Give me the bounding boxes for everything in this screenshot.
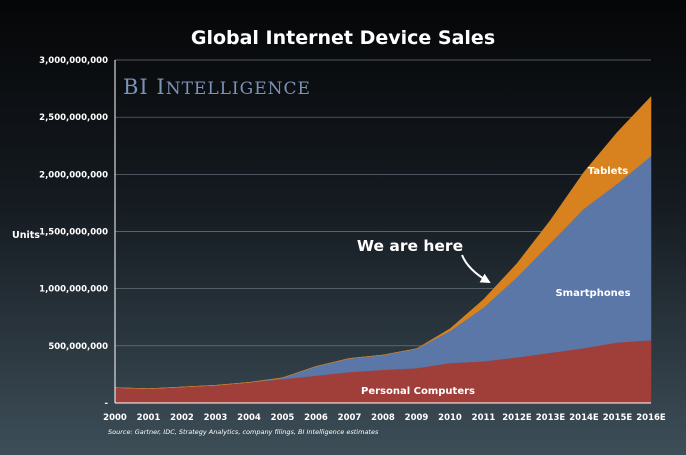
series-label-personal-computers: Personal Computers — [361, 386, 475, 397]
x-tick-label: 2012E — [502, 413, 532, 423]
x-tick-label: 2002 — [170, 413, 194, 423]
axes: - 500,000,000 1,000,000,000 1,500,000,000 2,… — [39, 56, 666, 423]
area-tablets — [114, 95, 652, 389]
brand-logo: BI INTELLIGENCE — [123, 75, 311, 99]
y-axis-label: Units — [12, 230, 40, 241]
x-tick-label: 2001 — [137, 413, 161, 423]
x-tick-label: 2006 — [304, 413, 328, 423]
x-tick-label: 2010 — [438, 413, 462, 423]
x-tick-label: 2000 — [103, 413, 127, 423]
y-tick-label: 2,500,000,000 — [39, 113, 108, 123]
x-tick-label: 2007 — [338, 413, 362, 423]
x-tick-label: 2005 — [271, 413, 295, 423]
y-tick-label: - — [104, 399, 108, 409]
x-tick-label: 2004 — [237, 413, 261, 423]
y-tick-label: 1,000,000,000 — [39, 285, 108, 295]
x-tick-label: 2009 — [405, 413, 429, 423]
x-tick-label: 2003 — [204, 413, 228, 423]
annotation-text: We are here — [357, 237, 463, 255]
y-tick-label: 500,000,000 — [48, 342, 108, 352]
series-label-tablets: Tablets — [588, 166, 628, 177]
series-label-smartphones: Smartphones — [555, 288, 630, 299]
x-tick-label: 2013E — [536, 413, 566, 423]
x-tick-label: 2015E — [603, 413, 633, 423]
chart-title: Global Internet Device Sales — [191, 27, 495, 49]
source-note: Source: Gartner, IDC, Strategy Analytics… — [108, 428, 379, 436]
areas — [114, 95, 652, 404]
annotation-arrow — [461, 254, 491, 283]
x-tick-label: 2008 — [371, 413, 395, 423]
x-tick-label: 2016E — [636, 413, 666, 423]
x-tick-label: 2011 — [472, 413, 496, 423]
annotation: We are here — [357, 237, 491, 283]
y-tick-label: 3,000,000,000 — [39, 56, 108, 66]
y-tick-label: 1,500,000,000 — [39, 228, 108, 238]
x-tick-label: 2014E — [569, 413, 599, 423]
y-tick-label: 2,000,000,000 — [39, 170, 108, 180]
